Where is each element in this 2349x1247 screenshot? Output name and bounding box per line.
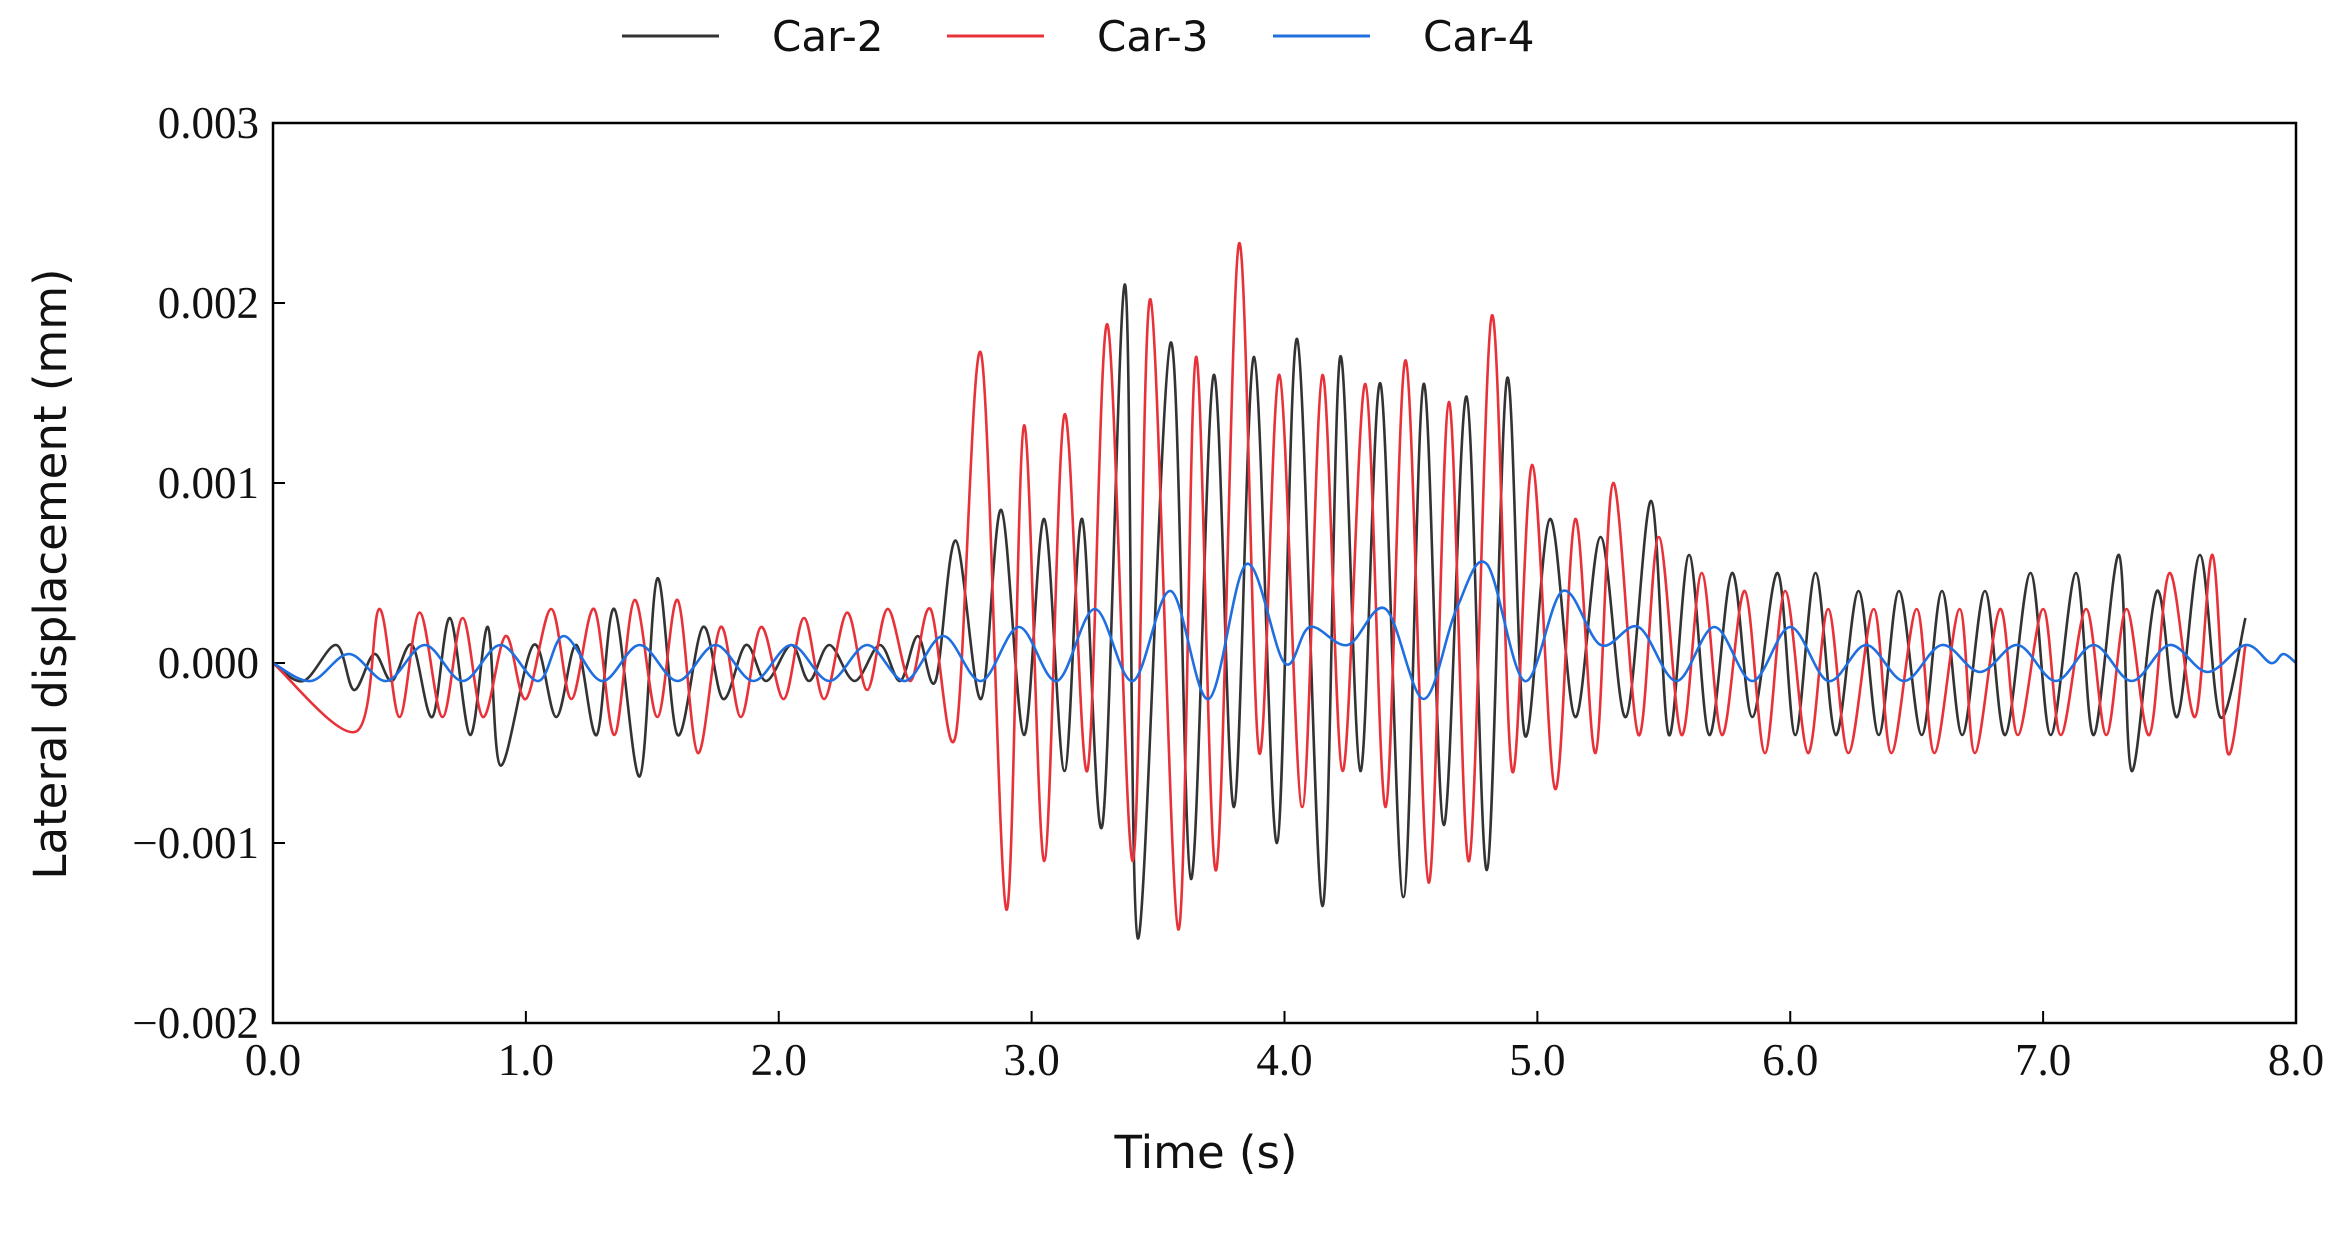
y-tick-label: −0.002 — [132, 998, 259, 1048]
x-tick-label: 0.0 — [245, 1035, 301, 1085]
y-tick-label: 0.000 — [158, 638, 259, 688]
x-tick-label: 8.0 — [2268, 1035, 2324, 1085]
legend-label: Car-4 — [1423, 12, 1535, 61]
series-line — [272, 283, 2247, 940]
x-axis-label: Time (s) — [1114, 1126, 1298, 1179]
legend-label: Car-2 — [772, 12, 884, 61]
x-tick-label: 1.0 — [498, 1035, 554, 1085]
legend-label: Car-3 — [1097, 12, 1209, 61]
series-line — [272, 560, 2297, 701]
y-tick-label: 0.003 — [158, 98, 259, 148]
y-tick-label: 0.001 — [158, 458, 259, 508]
y-tick-label: 0.002 — [158, 278, 259, 328]
plot-frame — [271, 121, 2298, 1025]
x-tick-label: 2.0 — [751, 1035, 807, 1085]
x-tick-label: 6.0 — [1762, 1035, 1818, 1085]
x-tick-label: 7.0 — [2015, 1035, 2071, 1085]
series-line — [272, 242, 2247, 931]
x-tick-label: 4.0 — [1256, 1035, 1312, 1085]
x-tick-label: 3.0 — [1004, 1035, 1060, 1085]
x-tick-label: 5.0 — [1509, 1035, 1565, 1085]
y-tick-label: −0.001 — [132, 818, 259, 868]
y-axis-label: Lateral displacement (mm) — [24, 268, 77, 879]
